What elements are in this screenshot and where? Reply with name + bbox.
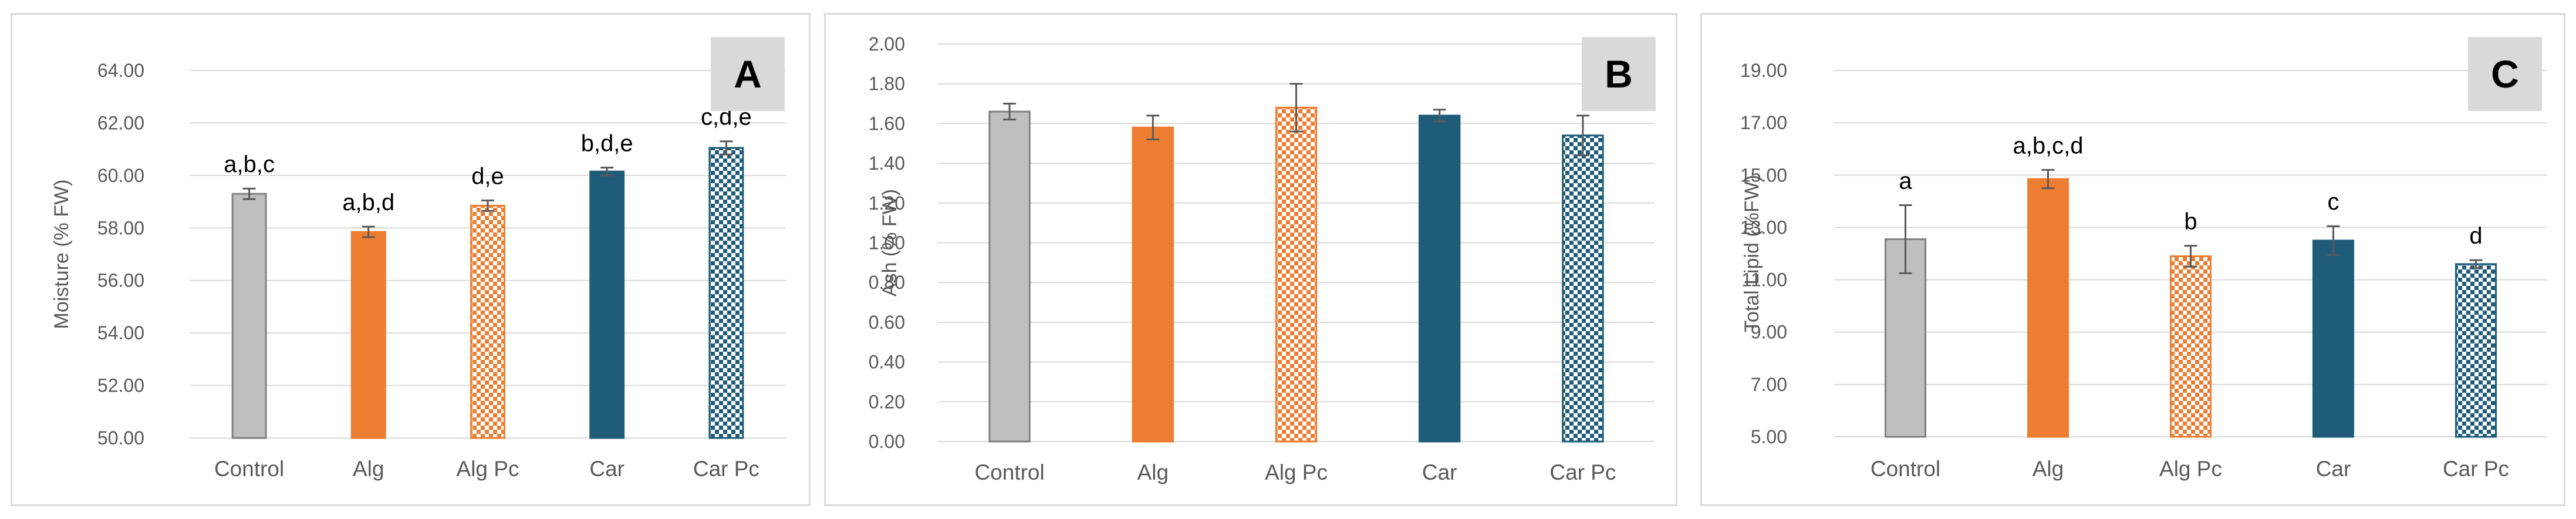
y-tick-label: 54.00 xyxy=(97,322,144,343)
y-tick-label: 0.80 xyxy=(869,272,905,293)
panel-label-a: A xyxy=(711,37,785,111)
x-category-label: Control xyxy=(974,460,1044,484)
bar-car xyxy=(1419,114,1461,443)
significance-label: a xyxy=(1899,168,1912,194)
y-tick-label: 13.00 xyxy=(1740,217,1787,238)
bar-car-pc xyxy=(2455,263,2497,438)
y-tick-label: 58.00 xyxy=(97,217,144,238)
y-tick-label: 1.00 xyxy=(869,232,905,254)
significance-label: d,e xyxy=(471,163,504,189)
bar-alg xyxy=(1132,126,1174,443)
y-tick-label: 0.00 xyxy=(869,431,905,452)
x-category-label: Car xyxy=(589,457,624,481)
y-axis-title: Ash (% FW) xyxy=(879,189,901,296)
y-tick-label: 0.40 xyxy=(869,352,905,373)
y-tick-label: 15.00 xyxy=(1740,164,1787,186)
y-axis-title: Moisture (% FW) xyxy=(50,180,73,329)
x-category-label: Alg Pc xyxy=(2159,457,2222,481)
y-tick-label: 0.60 xyxy=(869,312,905,333)
y-tick-label: 50.00 xyxy=(97,427,144,449)
chart-b: 0.00 0.20 0.40 0.60 0.80 1.00 1.20 1.40 1.60 1.80… xyxy=(869,33,1655,484)
y-tick-label: 1.40 xyxy=(869,153,905,174)
y-tick-label: 60.00 xyxy=(97,165,144,186)
panel-c: 5.00 7.00 9.00 11.00 13.00 15.00 17.00 19.00 Tot… xyxy=(1700,13,2565,506)
y-tick-label: 52.00 xyxy=(97,375,144,396)
x-category-label: Car Pc xyxy=(2443,457,2509,481)
x-category-label: Alg xyxy=(353,457,384,481)
x-category-label: Control xyxy=(1871,457,1940,481)
x-category-label: Car xyxy=(2316,457,2351,481)
y-tick-label: 1.20 xyxy=(869,193,905,214)
y-tick-label: 9.00 xyxy=(1751,322,1787,343)
significance-label: d xyxy=(2469,223,2482,249)
y-tick-label: 2.00 xyxy=(869,33,905,55)
significance-label: b,d,e xyxy=(581,130,633,156)
bar-alg-pc xyxy=(470,204,505,439)
bar-alg-pc xyxy=(1275,106,1318,443)
significance-label: b xyxy=(2184,209,2197,235)
bar-car xyxy=(2312,240,2355,438)
x-category-label: Alg xyxy=(1137,460,1169,484)
significance-label: a,b,c,d xyxy=(2013,133,2083,159)
bar-car xyxy=(589,170,625,439)
chart-c: 5.00 7.00 9.00 11.00 13.00 15.00 17.00 19.00 Tot… xyxy=(1740,60,2547,481)
chart-a: 50.00 52.00 54.00 56.00 58.00 60.00 62.00 64.00… xyxy=(50,60,786,481)
significance-label: c xyxy=(2328,189,2339,215)
y-tick-label: 11.00 xyxy=(1741,269,1787,291)
x-category-label: Control xyxy=(214,457,284,481)
y-tick-label: 0.20 xyxy=(869,391,905,412)
bar-alg xyxy=(350,231,386,439)
y-axis-title: Total Lipid (%FW) xyxy=(1741,175,1763,332)
panel-b: 0.00 0.20 0.40 0.60 0.80 1.00 1.20 1.40 1.60 1.80… xyxy=(824,13,1677,506)
panel-label-c: C xyxy=(2468,37,2542,111)
significance-label: a,b,c xyxy=(224,151,275,177)
y-tick-label: 1.60 xyxy=(869,113,905,134)
x-category-label: Car xyxy=(1422,460,1457,484)
y-tick-label: 7.00 xyxy=(1751,374,1787,395)
panel-a: 50.00 52.00 54.00 56.00 58.00 60.00 62.00 64.00… xyxy=(11,13,811,506)
bar-car-pc xyxy=(708,147,744,439)
panel-label-b: B xyxy=(1582,37,1656,111)
y-tick-label: 19.00 xyxy=(1740,60,1787,81)
bar-car-pc xyxy=(1562,134,1604,443)
significance-label: a,b,d xyxy=(342,190,394,215)
y-tick-label: 56.00 xyxy=(97,270,144,291)
y-tick-label: 1.80 xyxy=(869,73,905,95)
x-category-label: Car Pc xyxy=(1549,460,1616,484)
y-tick-label: 17.00 xyxy=(1740,112,1787,133)
bar-alg-pc xyxy=(2169,255,2212,438)
y-tick-label: 64.00 xyxy=(97,60,144,81)
bar-control xyxy=(231,193,267,439)
x-category-label: Alg xyxy=(2033,457,2064,481)
bar-control xyxy=(988,110,1031,443)
x-category-label: Car Pc xyxy=(693,457,759,481)
y-tick-label: 62.00 xyxy=(97,112,144,133)
y-tick-label: 5.00 xyxy=(1751,426,1787,447)
bar-alg xyxy=(2027,178,2069,438)
x-category-label: Alg Pc xyxy=(457,457,519,481)
x-category-label: Alg Pc xyxy=(1265,460,1328,484)
